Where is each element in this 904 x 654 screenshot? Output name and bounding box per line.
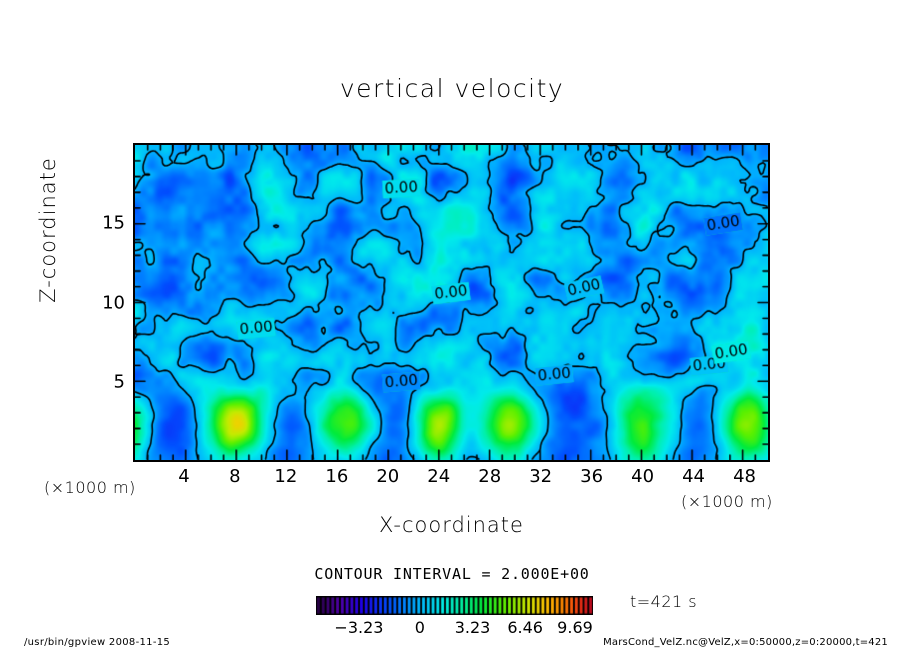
y-axis-ticks: 5 10 15 — [95, 143, 125, 462]
colorbar — [316, 596, 593, 615]
x-tick-label: 36 — [580, 466, 604, 487]
colorbar-tick-label: −3.23 — [334, 618, 384, 637]
x-tick-label: 28 — [478, 466, 502, 487]
y-tick-label: 15 — [102, 212, 125, 234]
x-tick-label: 4 — [178, 466, 190, 487]
x-tick-label: 16 — [325, 466, 349, 487]
x-tick-label: 20 — [376, 466, 400, 487]
colorbar-tick-label: 3.23 — [454, 618, 491, 637]
x-tick-label: 12 — [274, 466, 298, 487]
x-tick-label: 44 — [682, 466, 705, 487]
footer-source: MarsCond_VelZ.nc@VelZ,x=0:50000,z=0:2000… — [603, 637, 888, 648]
footer-command: /usr/bin/gpview 2008-11-15 — [24, 637, 171, 648]
colorbar-tick-label: 6.46 — [507, 618, 543, 637]
x-units-right-label: (×1000 m) — [681, 492, 773, 511]
time-annotation: t=421 s — [630, 592, 698, 611]
y-tick-label: 10 — [102, 292, 125, 313]
page-title: vertical velocity — [339, 74, 565, 103]
x-tick-label: 8 — [229, 466, 241, 487]
y-tick-label: 5 — [113, 371, 125, 393]
colorbar-canvas — [316, 596, 593, 615]
contour-interval-label: CONTOUR INTERVAL = 2.000E+00 — [314, 565, 590, 583]
x-axis-title: X-coordinate — [379, 513, 524, 537]
colorbar-tick-label: 9.69 — [557, 618, 593, 637]
x-tick-label: 48 — [733, 466, 756, 487]
x-tick-label: 24 — [427, 466, 451, 487]
y-axis-title: Z-coordinate — [36, 157, 60, 303]
x-tick-label: 40 — [631, 466, 655, 487]
contour-plot-canvas — [135, 145, 768, 460]
colorbar-tick-labels: −3.23 0 3.23 6.46 9.69 — [316, 618, 593, 638]
x-units-left-label: (×1000 m) — [44, 478, 136, 497]
plot-frame — [133, 143, 770, 462]
x-tick-label: 32 — [529, 466, 553, 487]
colorbar-tick-label: 0 — [414, 618, 425, 637]
